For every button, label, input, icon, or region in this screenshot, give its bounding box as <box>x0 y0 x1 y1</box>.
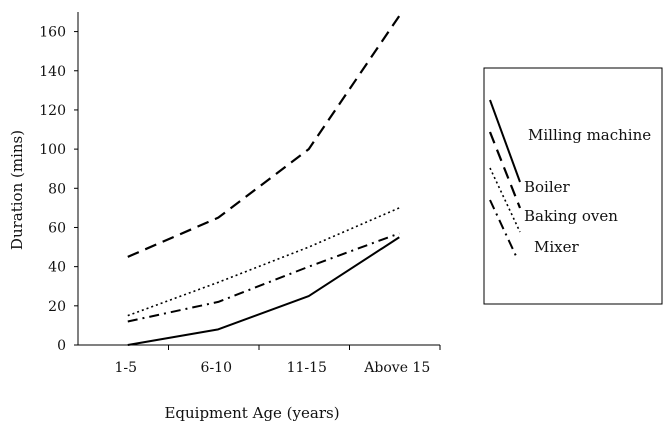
legend-label: Milling machine <box>528 126 651 144</box>
legend-swatch-baking-oven <box>489 167 521 233</box>
legend-swatch-mixer <box>489 199 517 257</box>
series-line-baking-oven <box>127 207 400 317</box>
legend-label: Boiler <box>524 178 571 196</box>
y-tick-label: 140 <box>39 64 66 80</box>
legend-label: Mixer <box>534 238 579 256</box>
series-line-mixer <box>127 232 400 323</box>
y-tick-label: 60 <box>48 220 66 236</box>
y-tick-label: 40 <box>48 260 66 276</box>
x-tick-label: Above 15 <box>363 360 430 376</box>
plot-area: 0 20 40 60 80 100 120 140 160 1-5 6-10 11-15 Above … <box>39 12 441 376</box>
legend-box <box>483 67 663 305</box>
y-axis-ticks: 0 20 40 60 80 100 120 140 160 <box>39 25 78 354</box>
y-tick-label: 80 <box>48 181 66 197</box>
x-axis-title: Equipment Age (years) <box>164 404 339 422</box>
y-tick-label: 0 <box>57 338 66 354</box>
x-tick-label: 1-5 <box>115 360 138 376</box>
legend-swatch-milling-machine <box>489 99 521 183</box>
x-axis-ticks: 1-5 6-10 11-15 Above 15 <box>115 345 441 376</box>
legend-label: Baking oven <box>524 207 618 225</box>
y-tick-label: 160 <box>39 25 66 41</box>
legend: Milling machine Boiler Baking oven Mixer <box>483 67 663 305</box>
series-line-boiler <box>127 15 401 258</box>
y-axis-title: Duration (mins) <box>8 130 26 250</box>
x-tick-label: 11-15 <box>287 360 327 376</box>
y-tick-label: 100 <box>39 142 66 158</box>
x-tick-label: 6-10 <box>201 360 232 376</box>
legend-swatch-boiler <box>488 131 522 209</box>
series-layer <box>127 15 401 346</box>
legend-items: Milling machine Boiler Baking oven Mixer <box>488 99 651 257</box>
y-tick-label: 120 <box>39 103 66 119</box>
series-line-milling-machine <box>127 236 400 346</box>
y-tick-label: 20 <box>48 299 66 315</box>
